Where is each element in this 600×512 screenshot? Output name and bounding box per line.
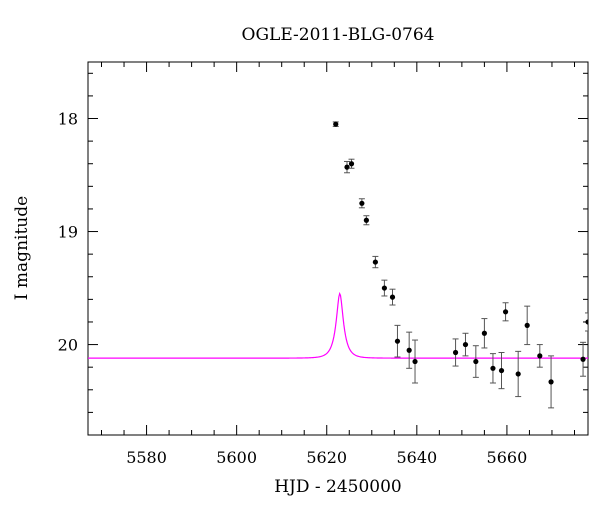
- point-marker: [462, 341, 469, 348]
- point-marker: [406, 347, 412, 353]
- point-marker: [524, 322, 530, 328]
- data-point: [481, 318, 488, 349]
- y-axis: 18 19 20: [58, 72, 588, 436]
- point-marker: [389, 294, 396, 300]
- data-point: [358, 198, 365, 209]
- x-tick-label: 5600: [216, 448, 257, 467]
- data-point: [389, 288, 396, 306]
- x-tick-label: 5640: [396, 448, 437, 467]
- point-marker: [412, 358, 418, 365]
- point-marker: [580, 356, 586, 362]
- data-point: [580, 341, 587, 377]
- point-marker: [381, 285, 387, 291]
- data-point: [536, 344, 543, 368]
- data-point: [585, 312, 588, 332]
- plot-frame: [87, 61, 589, 436]
- y-tick-label: 20: [58, 336, 78, 355]
- plot-area: [88, 121, 588, 409]
- point-marker: [344, 164, 350, 170]
- point-marker: [348, 161, 355, 167]
- point-marker: [537, 353, 543, 359]
- data-point: [472, 345, 479, 378]
- data-point: [406, 331, 413, 369]
- point-marker: [515, 371, 521, 377]
- point-marker: [333, 121, 339, 127]
- model-curve: [88, 291, 588, 359]
- point-marker: [452, 349, 459, 356]
- data-point: [348, 158, 355, 169]
- x-tick-label: 5620: [306, 448, 347, 467]
- data-point: [498, 351, 505, 390]
- x-axis: 5580 5600 5620 5640 5660: [101, 62, 575, 467]
- data-point: [462, 332, 469, 357]
- data-point: [394, 324, 401, 358]
- point-marker: [359, 200, 365, 206]
- data-point: [381, 279, 388, 297]
- data-point: [372, 255, 379, 269]
- data-point: [524, 305, 531, 346]
- data-point: [452, 338, 459, 367]
- y-tick-label: 18: [58, 110, 78, 129]
- data-point: [363, 215, 370, 226]
- point-marker: [372, 259, 378, 265]
- data-point: [332, 121, 339, 127]
- data-points: [332, 121, 588, 409]
- chart-title: OGLE-2011-BLG-0764: [242, 25, 435, 45]
- data-point: [412, 339, 419, 384]
- data-point: [515, 350, 522, 398]
- point-marker: [498, 367, 505, 374]
- data-point: [344, 160, 351, 174]
- x-tick-label: 5580: [126, 448, 167, 467]
- x-tick-label: 5660: [487, 448, 528, 467]
- point-marker: [548, 379, 554, 385]
- point-marker: [502, 309, 509, 315]
- point-marker: [394, 338, 401, 344]
- point-marker: [473, 358, 479, 365]
- data-point: [548, 355, 555, 409]
- y-tick-label: 19: [58, 223, 78, 242]
- point-marker: [363, 217, 369, 223]
- point-marker: [585, 319, 588, 325]
- data-point: [489, 353, 496, 384]
- point-marker: [490, 365, 496, 371]
- point-marker: [481, 330, 487, 336]
- data-point: [502, 302, 509, 322]
- y-axis-label: I magnitude: [12, 196, 32, 300]
- x-axis-label: HJD - 2450000: [274, 477, 402, 497]
